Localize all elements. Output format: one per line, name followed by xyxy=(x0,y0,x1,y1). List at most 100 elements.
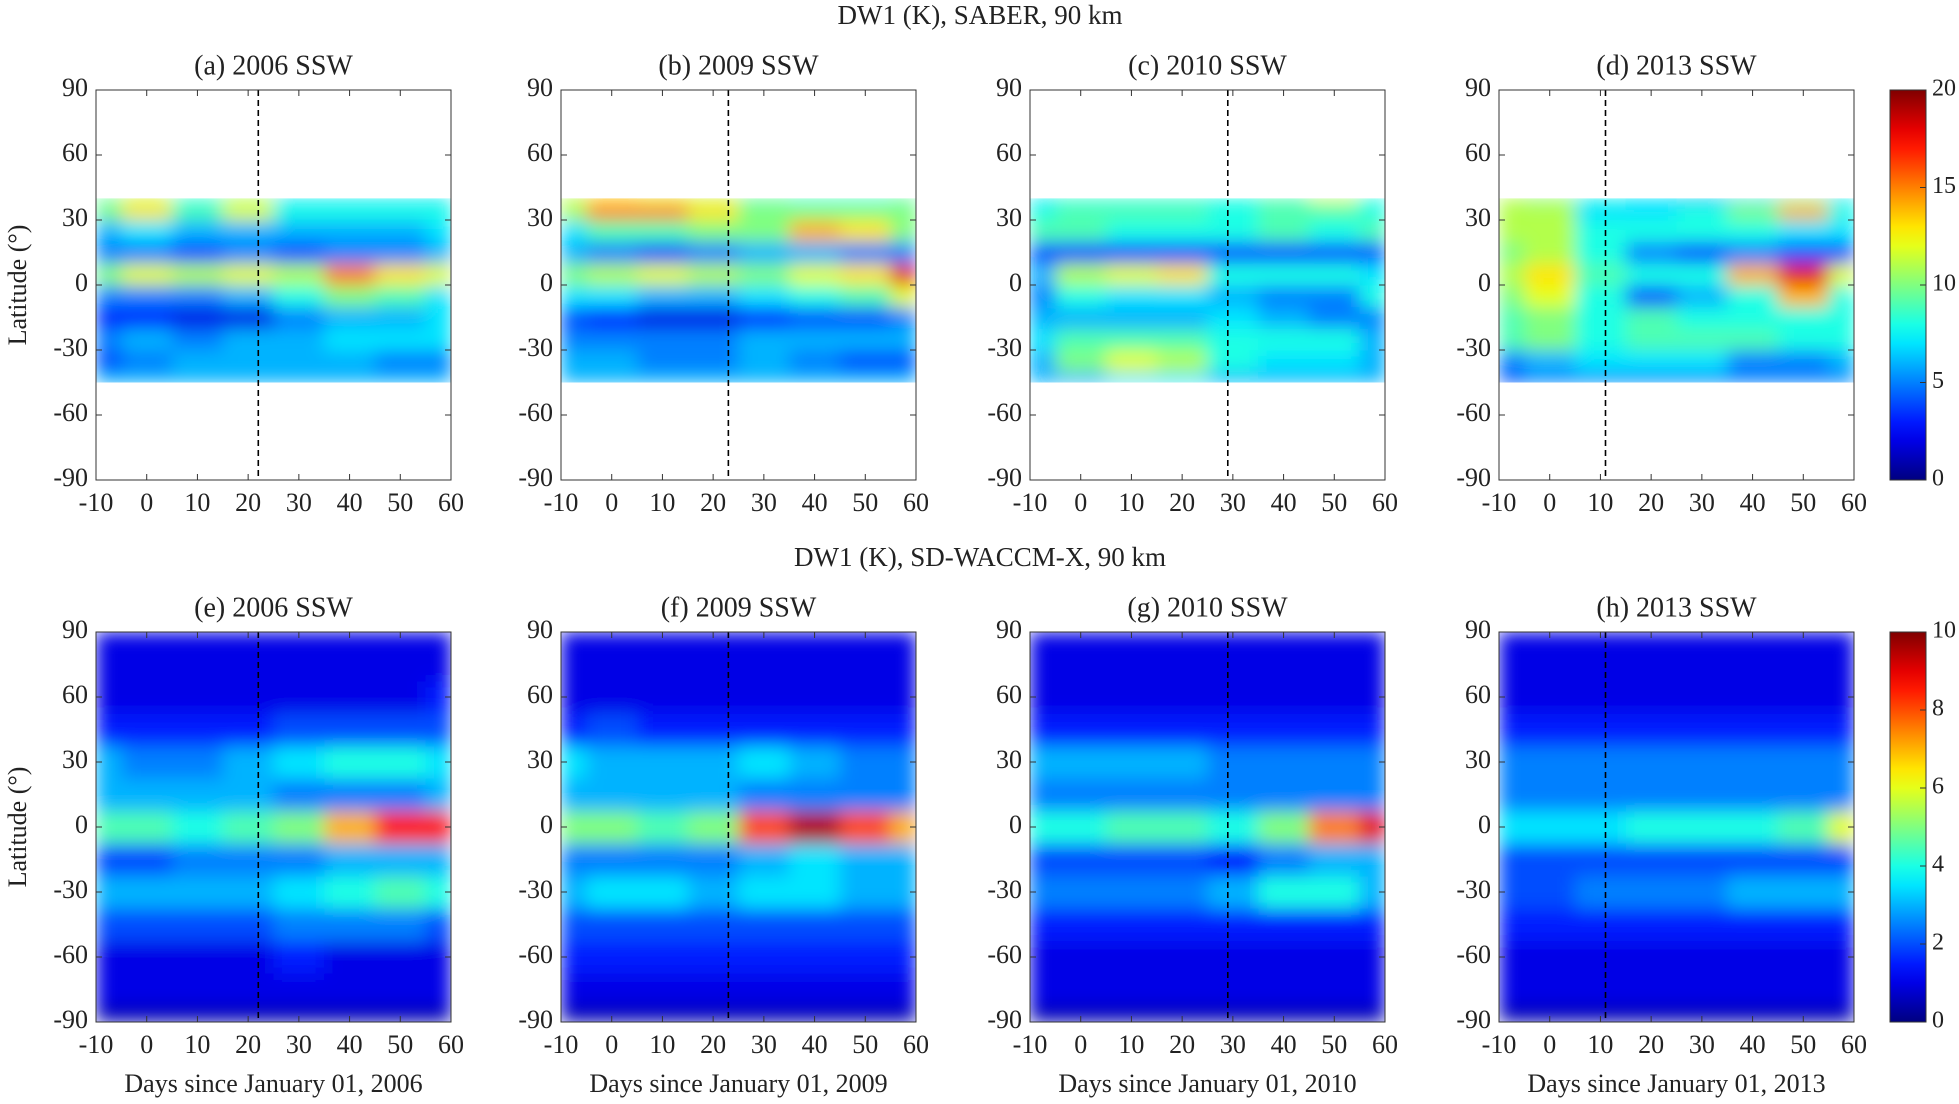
heatmap-cell xyxy=(121,648,173,682)
heatmap-cell xyxy=(1524,940,1576,974)
colorbar-tick-label: 6 xyxy=(1932,774,1944,800)
heatmap-cell xyxy=(890,220,916,243)
heatmap-cell xyxy=(839,648,892,682)
heatmap-cell xyxy=(324,350,376,373)
heatmap-cell xyxy=(561,1005,587,1022)
heatmap-cell xyxy=(890,198,916,205)
heatmap-cell xyxy=(1777,328,1830,351)
x-tick-label: -10 xyxy=(544,1030,579,1059)
heatmap-cell xyxy=(1308,328,1361,351)
heatmap-cell xyxy=(1106,220,1158,243)
heatmap-cell xyxy=(1625,263,1677,286)
heatmap-cell xyxy=(1727,843,1779,877)
heatmap-cell xyxy=(738,263,790,286)
heatmap-cells xyxy=(96,632,451,1022)
heatmap-cell xyxy=(789,241,841,264)
heatmap-cell xyxy=(687,778,739,812)
heatmap-cell xyxy=(1106,680,1158,714)
heatmap-cell xyxy=(738,198,790,205)
heatmap-cell xyxy=(425,241,451,264)
heatmap-cell xyxy=(172,198,224,205)
heatmap-cell xyxy=(1359,241,1385,264)
heatmap-cell xyxy=(222,843,274,877)
heatmap-cell xyxy=(374,745,427,779)
heatmap-cell xyxy=(687,241,739,264)
heatmap-cell xyxy=(1828,198,1854,205)
heatmap-cell xyxy=(96,371,122,383)
heatmap-cell xyxy=(1258,713,1310,747)
heatmap-cell xyxy=(1030,908,1056,942)
heatmap-cell xyxy=(1575,263,1627,286)
y-tick-label: 0 xyxy=(75,810,88,839)
heatmap-cell xyxy=(1030,285,1056,308)
heatmap-cell xyxy=(1030,328,1056,351)
x-tick-label: 30 xyxy=(1220,1030,1246,1059)
heatmap-cell xyxy=(273,875,325,909)
heatmap-cell xyxy=(1499,1005,1525,1022)
heatmap-cell xyxy=(1106,1005,1158,1022)
heatmap-cell xyxy=(738,632,790,649)
heatmap-cell xyxy=(1156,306,1208,329)
heatmap-cell xyxy=(273,220,325,243)
heatmap-cell xyxy=(839,778,892,812)
heatmap-cell xyxy=(687,908,739,942)
panel-title: (h) 2013 SSW xyxy=(1596,592,1757,623)
colorbar-tick-label: 20 xyxy=(1932,76,1956,102)
heatmap-cell xyxy=(1055,632,1107,649)
heatmap-cell xyxy=(890,713,916,747)
heatmap-cell xyxy=(1727,198,1779,205)
heatmap-cell xyxy=(890,241,916,264)
y-tick-label: 30 xyxy=(1465,745,1491,774)
heatmap-cell xyxy=(1575,328,1627,351)
heatmap-cell xyxy=(1777,306,1830,329)
heatmap-cell xyxy=(1727,263,1779,286)
heatmap xyxy=(1030,198,1385,383)
heatmap-cell xyxy=(738,1005,790,1022)
heatmap-cell xyxy=(222,285,274,308)
heatmap-cell xyxy=(1828,241,1854,264)
heatmap-cell xyxy=(1055,875,1107,909)
heatmap-cell xyxy=(637,843,689,877)
heatmap-cell xyxy=(1030,241,1056,264)
heatmap-cell xyxy=(738,810,790,844)
heatmap-cell xyxy=(324,843,376,877)
heatmap-cell xyxy=(1777,1005,1830,1022)
heatmap-cell xyxy=(1524,306,1576,329)
heatmap-cell xyxy=(637,973,689,1007)
y-tick-label: -30 xyxy=(53,875,88,904)
heatmap-cell xyxy=(1499,328,1525,351)
heatmap-cell xyxy=(425,220,451,243)
heatmap-cell xyxy=(324,220,376,243)
heatmap-cell xyxy=(1625,306,1677,329)
heatmap-cell xyxy=(1308,713,1361,747)
y-tick-label: 30 xyxy=(62,745,88,774)
y-tick-label: 90 xyxy=(62,73,88,102)
heatmap-cell xyxy=(1359,285,1385,308)
heatmap-cell xyxy=(273,328,325,351)
heatmap-cell xyxy=(1030,371,1056,383)
heatmap-cell xyxy=(273,371,325,383)
heatmap-cell xyxy=(1359,843,1385,877)
panel-title: (a) 2006 SSW xyxy=(194,50,353,81)
x-tick-label: 0 xyxy=(1074,488,1087,517)
heatmap-cell xyxy=(738,241,790,264)
heatmap-cell xyxy=(637,328,689,351)
colorbar-tick-label: 10 xyxy=(1932,271,1956,297)
heatmap-cell xyxy=(586,285,638,308)
y-tick-label: 30 xyxy=(527,203,553,232)
x-tick-label: -10 xyxy=(1013,1030,1048,1059)
heatmap-cell xyxy=(1727,285,1779,308)
x-tick-label: 20 xyxy=(1169,488,1195,517)
heatmap-cell xyxy=(637,371,689,383)
heatmap-cell xyxy=(687,285,739,308)
heatmap-cell xyxy=(1575,810,1627,844)
heatmap-cell xyxy=(1575,843,1627,877)
heatmap-cell xyxy=(687,875,739,909)
heatmap-cell xyxy=(1777,973,1830,1007)
heatmap-cell xyxy=(222,306,274,329)
heatmap-cell xyxy=(1524,745,1576,779)
heatmap-cell xyxy=(839,220,892,243)
heatmap-cell xyxy=(1524,220,1576,243)
heatmap-cell xyxy=(1499,908,1525,942)
heatmap-cell xyxy=(374,778,427,812)
